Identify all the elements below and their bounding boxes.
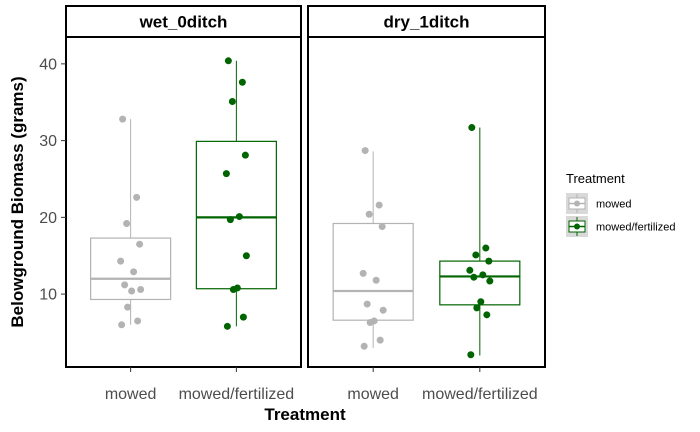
panel-frame bbox=[65, 36, 302, 368]
data-point bbox=[378, 223, 386, 231]
data-point bbox=[467, 351, 475, 359]
data-point bbox=[466, 266, 474, 274]
data-point bbox=[235, 213, 243, 221]
data-point bbox=[124, 303, 132, 311]
data-point bbox=[130, 268, 138, 276]
data-point bbox=[479, 271, 487, 279]
panel-frame bbox=[307, 36, 546, 368]
data-point bbox=[359, 269, 367, 277]
data-point bbox=[375, 201, 383, 209]
data-point bbox=[361, 147, 369, 155]
data-point bbox=[123, 219, 131, 227]
data-point bbox=[376, 336, 384, 344]
data-point bbox=[119, 115, 127, 123]
data-point bbox=[137, 285, 145, 293]
data-point bbox=[222, 170, 230, 178]
box-group-mowed-fertilized bbox=[195, 57, 277, 330]
data-point bbox=[486, 277, 494, 285]
facet-strip bbox=[65, 5, 302, 38]
legend-label: mowed bbox=[596, 199, 631, 211]
legend-entry: mowed/fertilized bbox=[566, 216, 675, 237]
data-point bbox=[360, 342, 368, 350]
data-point bbox=[241, 151, 249, 159]
x-tick-label: mowed/fertilized bbox=[422, 386, 538, 403]
data-point bbox=[224, 57, 232, 65]
legend-entry: mowed bbox=[566, 193, 631, 214]
data-point bbox=[228, 97, 236, 105]
box-group-mowed bbox=[90, 115, 172, 329]
x-tick-label: mowed bbox=[347, 386, 399, 403]
y-tick-label: 10 bbox=[39, 287, 57, 304]
data-point bbox=[242, 252, 250, 260]
y-tick-label: 20 bbox=[39, 210, 57, 227]
data-point bbox=[470, 273, 478, 281]
legend-title: Treatment bbox=[566, 171, 625, 186]
y-axis-title: Belowground Biomass (grams) bbox=[8, 76, 27, 327]
data-point bbox=[226, 216, 234, 224]
legend-key-point bbox=[574, 223, 580, 230]
data-point bbox=[379, 306, 387, 314]
legend-label: mowed/fertilized bbox=[596, 222, 675, 234]
data-point bbox=[238, 78, 246, 86]
data-point bbox=[366, 318, 374, 326]
facet-strip-label: dry_1ditch bbox=[384, 13, 470, 32]
data-point bbox=[372, 276, 380, 284]
box-group-mowed bbox=[332, 147, 414, 350]
data-point bbox=[365, 210, 373, 218]
y-tick-label: 40 bbox=[39, 56, 57, 73]
data-point bbox=[133, 193, 141, 201]
box-iqr bbox=[90, 237, 172, 301]
data-point bbox=[134, 317, 142, 325]
box-group-mowed-fertilized bbox=[439, 124, 521, 359]
data-point bbox=[239, 313, 247, 321]
data-point bbox=[128, 287, 136, 295]
data-point bbox=[473, 304, 481, 312]
x-tick-label: mowed bbox=[105, 386, 157, 403]
data-point bbox=[223, 322, 231, 330]
data-point bbox=[363, 300, 371, 308]
data-point bbox=[121, 281, 129, 289]
data-point bbox=[118, 321, 126, 329]
x-tick-label: mowed/fertilized bbox=[179, 386, 295, 403]
data-point bbox=[468, 124, 476, 132]
data-point bbox=[229, 285, 237, 293]
data-point bbox=[485, 257, 493, 265]
y-tick-label: 30 bbox=[39, 133, 57, 150]
x-axis-title: Treatment bbox=[264, 405, 346, 424]
data-point bbox=[136, 240, 144, 248]
data-point bbox=[483, 311, 491, 319]
legend-key-point bbox=[574, 200, 580, 207]
data-point bbox=[117, 257, 125, 265]
facet-strip-label: wet_0ditch bbox=[139, 13, 228, 32]
data-point bbox=[472, 251, 480, 259]
data-point bbox=[482, 244, 490, 252]
data-point bbox=[477, 298, 485, 306]
legend: Treatment mowed mowed/fertilized bbox=[566, 171, 675, 237]
facet-strip bbox=[307, 5, 546, 38]
